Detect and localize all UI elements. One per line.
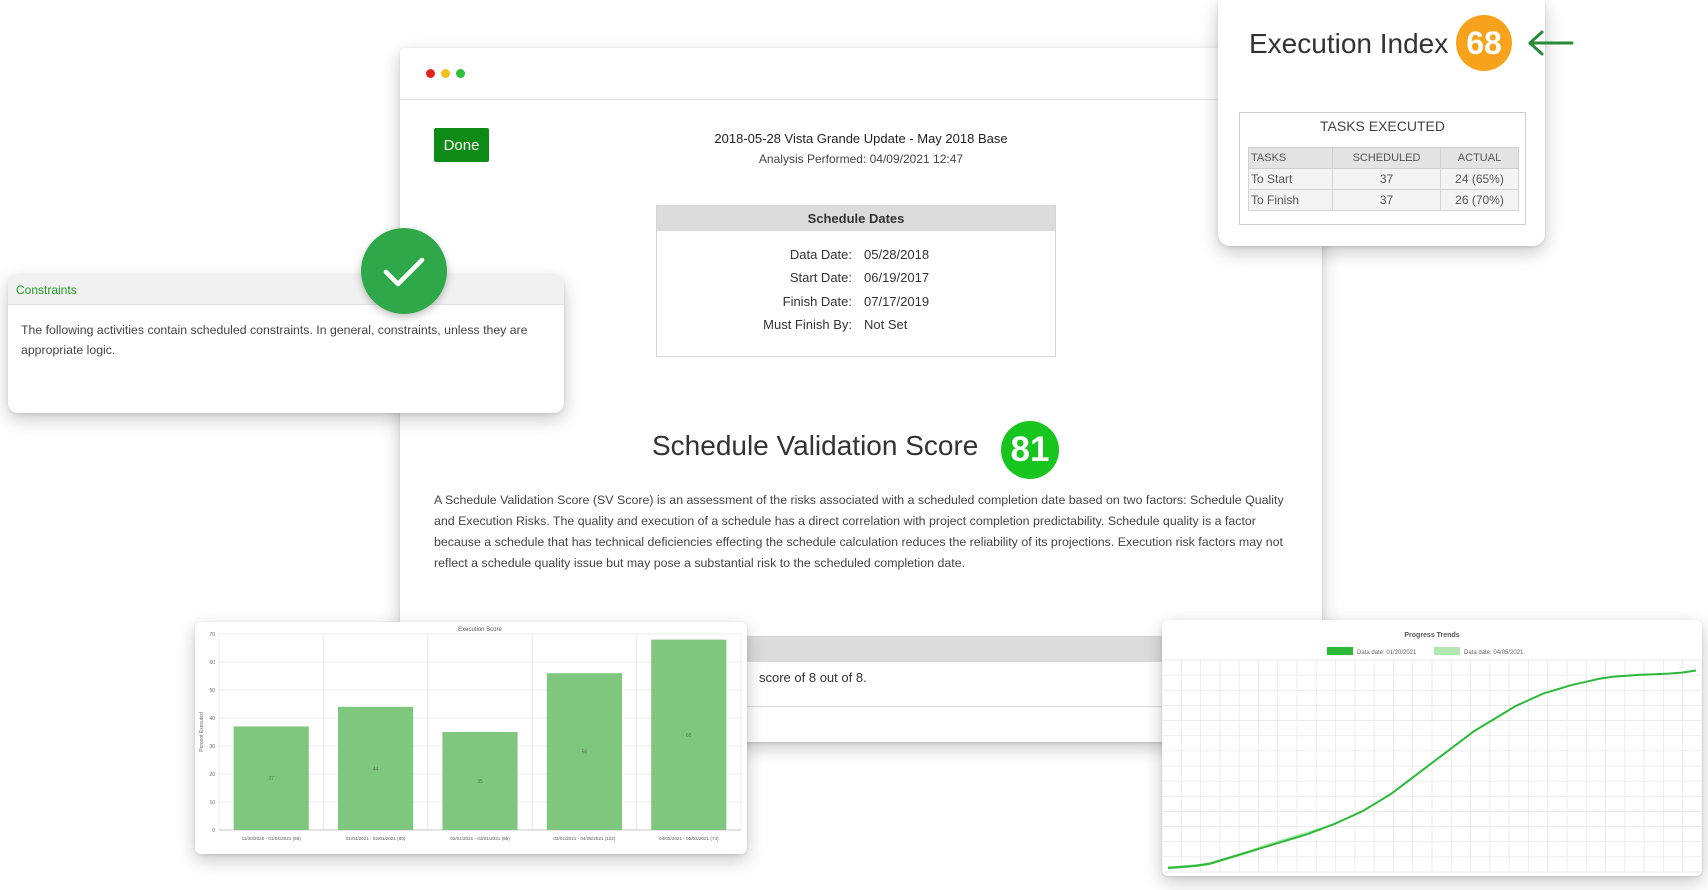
table-header-row: TASKS SCHEDULED ACTUAL [1248,147,1519,169]
progress-trends-chart-card: Progress Trends Data date: 01/20/2021 Data… [1162,620,1702,876]
date-label: Data Date: [789,247,852,262]
score-badge: 81 [1001,421,1059,479]
date-label: Start Date: [789,270,852,285]
score-title: Schedule Validation Score [652,430,979,461]
close-window-dot[interactable] [426,69,435,78]
x-tick-label: 02/01/2021 - 03/01/2021 (95) [450,836,510,841]
chart-title: Execution Score [458,627,502,633]
minimize-window-dot[interactable] [441,69,450,78]
x-tick-label: 03/01/2021 - 04/05/2021 (122) [553,836,616,841]
check-badge [361,228,447,314]
table-cell: 37 [1331,168,1442,190]
x-tick-label: 04/05/2021 - 05/03/2021 (74) [659,836,719,841]
date-value: 06/19/2017 [864,270,930,285]
column-header: TASKS [1248,147,1333,169]
table-cell: 37 [1331,189,1442,211]
legend-entry: Data date: 01/20/2021 [1357,650,1417,656]
column-header: SCHEDULED [1331,147,1442,169]
series-line [1167,669,1697,869]
table-cell: To Finish [1248,189,1333,211]
score-description: A Schedule Validation Score (SV Score) i… [434,493,1284,570]
table-cell: 24 (65%) [1440,168,1519,190]
y-tick-label: 70 [209,632,215,638]
table-cell: To Start [1248,168,1333,190]
y-axis-label: Percent Executed [199,712,205,752]
bar [651,639,727,830]
execution-score-chart: Execution Score Percent Executed 0 10 20 30 40… [199,627,742,841]
bar-data-label: 68 [686,733,692,739]
y-tick-label: 40 [209,716,215,722]
legend-entry: Data date: 04/05/2021 [1464,650,1524,656]
bar [233,726,309,830]
date-label: Finish Date: [782,294,852,309]
date-value: 07/17/2019 [864,294,930,309]
tasks-executed-table: TASKS SCHEDULED ACTUAL To Start 37 24 (6… [1248,147,1519,211]
date-row-finish-date: Finish Date: 07/17/2019 [657,294,1055,312]
arrow-left-icon [1528,30,1574,56]
execution-index-badge: 68 [1456,15,1512,71]
progress-trends-chart: Progress Trends Data date: 01/20/2021 Data… [1162,632,1702,873]
y-tick-label: 20 [209,772,215,778]
y-tick-label: 0 [212,828,215,834]
schedule-dates-heading: Schedule Dates [657,206,1055,231]
bar [338,706,414,830]
constraints-heading: Constraints [8,275,564,305]
date-value: 05/28/2018 [864,247,930,262]
date-row-data-date: Data Date: 05/28/2018 [657,247,1055,265]
table-row: To Finish 37 26 (70%) [1248,189,1519,211]
bar-data-label: 35 [477,779,483,785]
tasks-executed-heading: TASKS EXECUTED [1320,118,1445,134]
table-row: To Start 37 24 (65%) [1248,168,1519,190]
constraints-body: The following activities contain schedul… [21,323,528,357]
date-row-must-finish: Must Finish By: Not Set [657,317,1055,335]
maximize-window-dot[interactable] [456,69,465,78]
report-title: 2018-05-28 Vista Grande Update - May 201… [714,131,1008,146]
chart-title: Progress Trends [1404,632,1459,639]
window-titlebar [400,48,1322,100]
y-tick-label: 50 [209,688,215,694]
execution-score-chart-card: Execution Score Percent Executed 0 10 20 30 40… [195,622,747,854]
x-tick-label: 01/04/2021 - 02/01/2021 (80) [346,836,406,841]
x-tick-label: 11/30/2020 - 01/04/2021 (68) [242,836,302,841]
done-button[interactable]: Done [434,128,489,162]
date-label: Must Finish By: [763,317,852,332]
y-tick-label: 10 [209,800,215,806]
tasks-executed-panel: TASKS EXECUTED TASKS SCHEDULED ACTUAL To… [1239,112,1526,225]
analysis-performed: Analysis Performed: 04/09/2021 12:47 [758,152,964,166]
legend-swatch [1327,647,1353,655]
bar-data-label: 56 [582,750,588,756]
table-cell: 26 (70%) [1440,189,1519,211]
schedule-quality-text: score of 8 out of 8. [759,670,867,685]
execution-index-card: Execution Index 68 TASKS EXECUTED TASKS … [1218,0,1545,246]
schedule-dates-panel: Schedule Dates Data Date: 05/28/2018 Sta… [656,205,1056,357]
date-row-start-date: Start Date: 06/19/2017 [657,270,1055,288]
bar-data-label: 37 [268,776,274,782]
bar-data-label: 44 [373,766,379,772]
constraints-card: Constraints The following activities con… [8,275,564,413]
execution-index-title: Execution Index [1249,28,1449,59]
column-header: ACTUAL [1440,147,1519,169]
bar [442,732,518,830]
bar [546,673,622,830]
date-value: Not Set [864,317,908,332]
legend-swatch [1434,647,1460,655]
check-icon [383,257,425,287]
y-tick-label: 30 [209,744,215,750]
series-line [1167,827,1322,870]
y-tick-label: 60 [209,660,215,666]
